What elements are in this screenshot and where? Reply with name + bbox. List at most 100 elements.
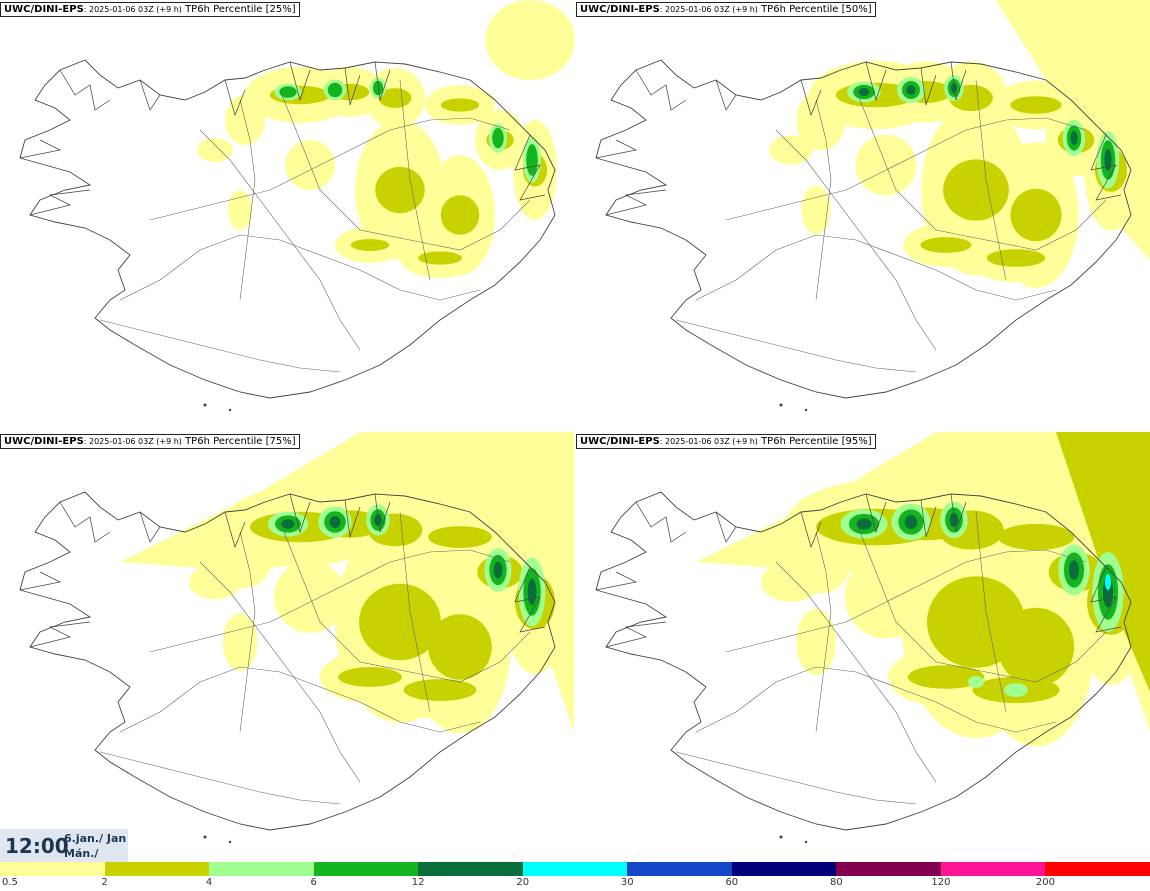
island-dot: [203, 835, 207, 839]
precip-area: [329, 516, 341, 528]
precip-area: [1070, 131, 1078, 145]
iceland-map: [19, 432, 574, 844]
precip-area: [1004, 683, 1028, 697]
precip-area: [1010, 96, 1062, 114]
panel-title: UWC/DINI-EPS: 2025-01-06 03Z (+9 h) TP6h…: [576, 434, 876, 449]
precip-area: [279, 86, 297, 98]
precip-area: [1104, 149, 1112, 171]
legend-swatch: [940, 862, 1047, 876]
panel-title: UWC/DINI-EPS: 2025-01-06 03Z (+9 h) TP6h…: [0, 2, 300, 17]
precip-layer-0.5mm: [197, 0, 574, 278]
panel-title: UWC/DINI-EPS: 2025-01-06 03Z (+9 h) TP6h…: [576, 2, 876, 17]
legend-label: 120: [931, 877, 951, 888]
precip-area: [1068, 560, 1080, 580]
legend-swatch: [836, 862, 942, 876]
fjord-lines: [595, 61, 1122, 216]
precip-area: [696, 432, 1150, 732]
fjord-lines: [595, 493, 1122, 648]
precip-area: [801, 185, 831, 235]
legend-label: 80: [829, 877, 843, 888]
legend-swatch: [104, 862, 211, 876]
road-network: [99, 511, 531, 805]
precip-area: [949, 513, 959, 527]
precip-area: [359, 583, 441, 661]
precip-layer-12mm: [281, 514, 537, 606]
road-network: [675, 511, 1107, 805]
legend-swatch: [418, 862, 524, 876]
legend-swatch: [313, 862, 420, 876]
island-dot: [804, 408, 808, 412]
precip-area: [372, 80, 384, 96]
iceland-coastline: [595, 491, 1132, 831]
island-dot: [228, 408, 232, 412]
legend-swatch: [0, 862, 106, 876]
precip-area: [350, 239, 390, 251]
precip-area: [120, 432, 574, 732]
legend-swatch: [627, 862, 733, 876]
valid-time-clock: 12:00: [5, 834, 69, 858]
precip-layer-12mm: [858, 83, 1112, 171]
precip-area: [197, 138, 233, 162]
precip-area: [493, 561, 503, 579]
precip-area: [327, 82, 343, 98]
fjord-lines: [19, 493, 546, 648]
map-panel-p25: UWC/DINI-EPS: 2025-01-06 03Z (+9 h) TP6h…: [0, 0, 574, 430]
precip-area: [440, 98, 480, 112]
precip-area: [920, 237, 972, 253]
precip-area: [1105, 574, 1111, 590]
precip-area: [526, 144, 538, 176]
island-dot: [228, 840, 232, 844]
legend-swatch: [209, 862, 315, 876]
iceland-map: [595, 432, 1150, 844]
valid-date-line1: 6.jan./ Jan: [64, 832, 127, 845]
precip-area: [375, 166, 425, 214]
precip-area: [440, 195, 480, 235]
precip-layer-6mm: [279, 80, 538, 176]
legend-label: 6: [310, 877, 317, 888]
legend-label: 20: [516, 877, 530, 888]
precip-area: [856, 518, 872, 530]
valid-time-box: 12:00 6.jan./ Jan Mán./ Mon: [0, 829, 128, 873]
legend-label: 4: [205, 877, 213, 888]
precip-area: [904, 515, 918, 529]
iceland-coastline: [19, 491, 556, 831]
precip-area: [527, 578, 537, 606]
precip-area: [403, 679, 477, 701]
precip-area: [769, 135, 813, 165]
map-panel-p95: UWC/DINI-EPS: 2025-01-06 03Z (+9 h) TP6h…: [576, 432, 1150, 862]
precip-area: [950, 83, 958, 93]
panel-title: UWC/DINI-EPS: 2025-01-06 03Z (+9 h) TP6h…: [0, 434, 300, 449]
precip-area: [338, 667, 402, 687]
precip-area: [997, 523, 1075, 551]
iceland-map: [19, 0, 574, 412]
island-dot: [779, 835, 783, 839]
precip-area: [228, 190, 252, 230]
precip-area: [968, 676, 984, 688]
precip-area: [492, 127, 504, 149]
precip-area: [1010, 188, 1062, 242]
legend-label: 30: [620, 877, 634, 888]
precip-area: [418, 251, 462, 265]
precip-area: [281, 519, 295, 529]
precip-area: [907, 665, 985, 689]
legend-label: 2: [101, 877, 108, 888]
panel-divider: [574, 0, 576, 862]
road-network: [675, 79, 1107, 373]
legend-swatch: [1045, 862, 1150, 876]
iceland-map: [595, 0, 1150, 412]
precip-area: [428, 614, 492, 680]
map-panel-p50: UWC/DINI-EPS: 2025-01-06 03Z (+9 h) TP6h…: [576, 0, 1150, 430]
iceland-coastline: [19, 59, 556, 399]
legend-label: 60: [725, 877, 739, 888]
precip-area: [997, 607, 1075, 687]
legend-label: 200: [1035, 877, 1055, 888]
precip-area: [485, 0, 574, 80]
legend-label: 0.5: [2, 877, 18, 888]
road-network: [99, 79, 531, 373]
precip-layer-4mm: [840, 501, 1124, 633]
fjord-lines: [19, 61, 546, 216]
legend-swatch: [731, 862, 838, 876]
precip-area: [796, 608, 836, 676]
precipitation-color-legend: 0.5 2 4 6 12 20 30 60 80 120 200: [0, 862, 1150, 891]
precip-area: [374, 514, 382, 526]
